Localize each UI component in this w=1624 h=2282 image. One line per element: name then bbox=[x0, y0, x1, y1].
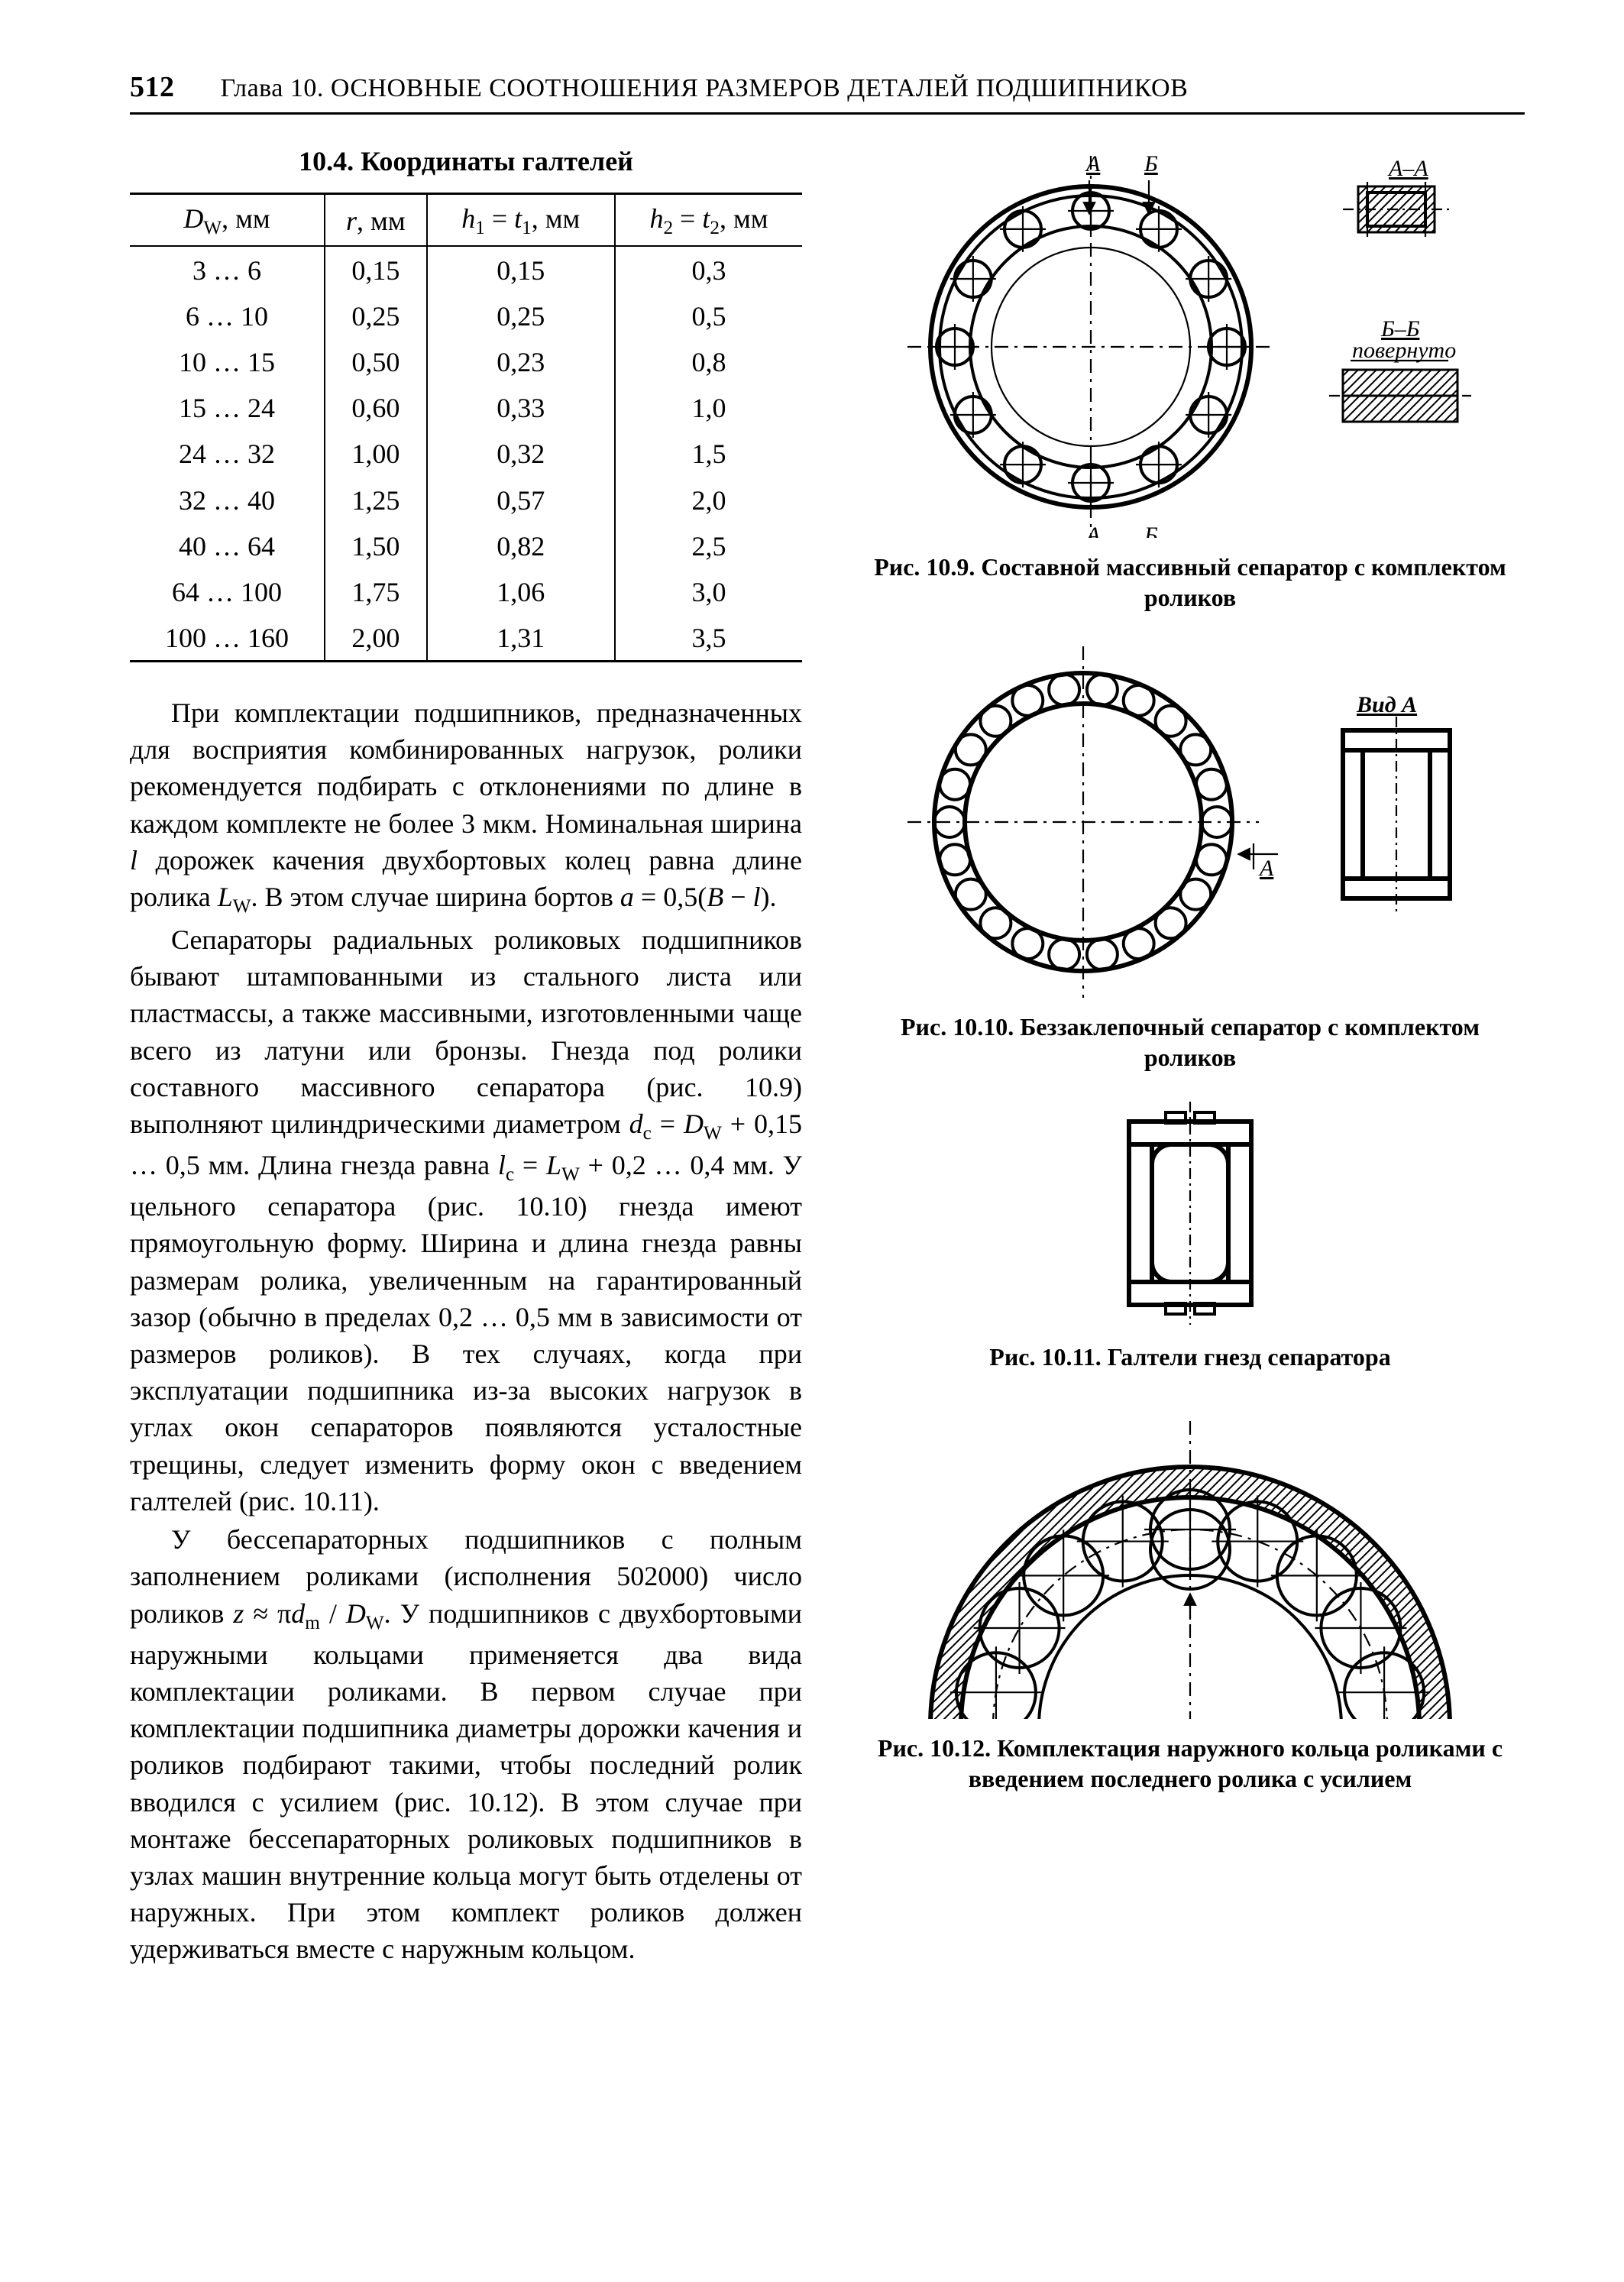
table-cell: 0,82 bbox=[427, 523, 615, 568]
table-row: 64 … 1001,751,063,0 bbox=[130, 568, 802, 614]
table-row: 32 … 401,250,572,0 bbox=[130, 477, 802, 523]
figure-10-11 bbox=[856, 1099, 1525, 1328]
table-cell: 3 … 6 bbox=[130, 246, 325, 293]
paragraph-1: При комплектации подшипников, предназнач… bbox=[130, 694, 802, 920]
content-columns: 10.4. Координаты галтелей DW, ммr, ммh1 … bbox=[130, 141, 1525, 1968]
table-cell: 1,75 bbox=[325, 568, 426, 614]
figure-10-10: А Вид А bbox=[856, 639, 1525, 998]
table-header-cell: DW, мм bbox=[130, 193, 325, 246]
table-cell: 0,15 bbox=[325, 246, 426, 293]
svg-text:Б: Б bbox=[1144, 151, 1158, 176]
table-cell: 1,25 bbox=[325, 477, 426, 523]
table-cell: 0,50 bbox=[325, 338, 426, 384]
table-cell: 0,57 bbox=[427, 477, 615, 523]
table-cell: 0,32 bbox=[427, 430, 615, 476]
table-cell: 1,00 bbox=[325, 430, 426, 476]
svg-text:Вид А: Вид А bbox=[1356, 692, 1417, 717]
table-cell: 1,0 bbox=[615, 384, 802, 430]
table-cell: 6 … 10 bbox=[130, 293, 325, 338]
table-cell: 1,31 bbox=[427, 614, 615, 662]
table-cell: 15 … 24 bbox=[130, 384, 325, 430]
right-column: АБАБА–АБ–Бповернуто Рис. 10.9. Составной… bbox=[856, 141, 1525, 1968]
svg-text:А–А: А–А bbox=[1387, 156, 1428, 181]
svg-text:А: А bbox=[1258, 856, 1274, 881]
table-cell: 40 … 64 bbox=[130, 523, 325, 568]
table-cell: 0,8 bbox=[615, 338, 802, 384]
table-cell: 2,0 bbox=[615, 477, 802, 523]
table-cell: 0,23 bbox=[427, 338, 615, 384]
table-cell: 32 … 40 bbox=[130, 477, 325, 523]
table-cell: 24 … 32 bbox=[130, 430, 325, 476]
table-cell: 1,5 bbox=[615, 430, 802, 476]
table-cell: 0,15 bbox=[427, 246, 615, 293]
figure-10-12-caption: Рис. 10.12. Комплектация наружного кольц… bbox=[856, 1733, 1525, 1794]
table-row: 6 … 100,250,250,5 bbox=[130, 293, 802, 338]
table-row: 10 … 150,500,230,8 bbox=[130, 338, 802, 384]
table-header-cell: h2 = t2, мм bbox=[615, 193, 802, 246]
table-row: 15 … 240,600,331,0 bbox=[130, 384, 802, 430]
table-cell: 0,5 bbox=[615, 293, 802, 338]
table-cell: 0,25 bbox=[427, 293, 615, 338]
svg-text:Б: Б bbox=[1144, 523, 1158, 538]
table-cell: 2,00 bbox=[325, 614, 426, 662]
chapter-title: Глава 10. ОСНОВНЫЕ СООТНОШЕНИЯ РАЗМЕРОВ … bbox=[221, 72, 1189, 105]
table-row: 100 … 1602,001,313,5 bbox=[130, 614, 802, 662]
table-cell: 2,5 bbox=[615, 523, 802, 568]
table-header-cell: r, мм bbox=[325, 193, 426, 246]
figure-10-11-caption: Рис. 10.11. Галтели гнезд сепаратора bbox=[856, 1342, 1525, 1372]
left-column: 10.4. Координаты галтелей DW, ммr, ммh1 … bbox=[130, 141, 802, 1968]
paragraph-2: Сепараторы радиальных роликовых подшипни… bbox=[130, 921, 802, 1520]
table-cell: 3,5 bbox=[615, 614, 802, 662]
paragraph-3: У бессепараторных подшипников с полным з… bbox=[130, 1521, 802, 1968]
table-caption: 10.4. Координаты галтелей bbox=[130, 144, 802, 179]
table-cell: 0,33 bbox=[427, 384, 615, 430]
figure-10-9: АБАБА–АБ–Бповернуто bbox=[856, 141, 1525, 538]
table-cell: 1,50 bbox=[325, 523, 426, 568]
body-text: При комплектации подшипников, предназнач… bbox=[130, 694, 802, 1968]
svg-text:повернуто: повернуто bbox=[1352, 338, 1456, 363]
fillet-coordinates-table: DW, ммr, ммh1 = t1, ммh2 = t2, мм 3 … 60… bbox=[130, 193, 802, 662]
table-cell: 1,06 bbox=[427, 568, 615, 614]
table-cell: 0,60 bbox=[325, 384, 426, 430]
table-row: 3 … 60,150,150,3 bbox=[130, 246, 802, 293]
table-cell: 0,3 bbox=[615, 246, 802, 293]
figure-10-9-caption: Рис. 10.9. Составной массивный сепаратор… bbox=[856, 552, 1525, 613]
table-header-cell: h1 = t1, мм bbox=[427, 193, 615, 246]
running-head: 512 Глава 10. ОСНОВНЫЕ СООТНОШЕНИЯ РАЗМЕ… bbox=[130, 69, 1525, 115]
table-cell: 10 … 15 bbox=[130, 338, 325, 384]
table-cell: 64 … 100 bbox=[130, 568, 325, 614]
figure-10-10-caption: Рис. 10.10. Беззаклепочный сепаратор с к… bbox=[856, 1012, 1525, 1073]
table-row: 24 … 321,000,321,5 bbox=[130, 430, 802, 476]
table-row: 40 … 641,500,822,5 bbox=[130, 523, 802, 568]
table-cell: 100 … 160 bbox=[130, 614, 325, 662]
svg-text:А: А bbox=[1085, 151, 1101, 176]
table-cell: 0,25 bbox=[325, 293, 426, 338]
table-cell: 3,0 bbox=[615, 568, 802, 614]
svg-text:А: А bbox=[1085, 523, 1101, 538]
page: 512 Глава 10. ОСНОВНЫЕ СООТНОШЕНИЯ РАЗМЕ… bbox=[0, 0, 1624, 2282]
page-number: 512 bbox=[130, 69, 175, 106]
figure-10-12 bbox=[856, 1398, 1525, 1719]
